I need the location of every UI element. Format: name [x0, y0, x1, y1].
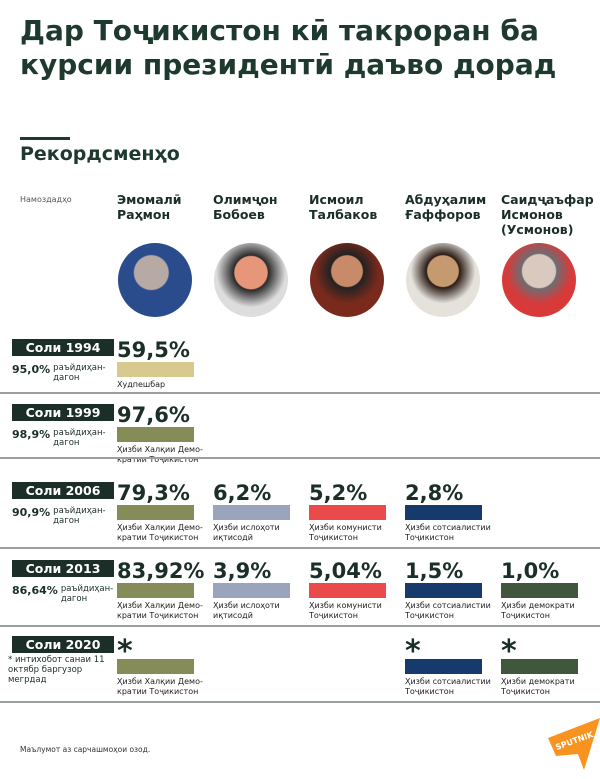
turnout-label: раъйдиҳан-дагон: [53, 506, 106, 526]
page-title: Дар Тоҷикистон кӣ такроран ба курсии пре…: [20, 14, 557, 81]
year-badge: Соли 2020: [12, 636, 114, 653]
result-value: 59,5%: [117, 338, 190, 362]
turnout: 95,0% раъйдиҳан-дагон: [12, 363, 106, 383]
result-value: 1,5%: [405, 559, 464, 583]
candidate-name: Саидҷаъфар Исмонов (Усмонов): [501, 192, 594, 237]
party-label: Ҳизби демократи Тоҷикистон: [501, 677, 575, 696]
row-divider: [0, 392, 600, 394]
result-bar: [213, 505, 290, 520]
candidate-name: Олимҷон Бобоев: [213, 192, 278, 222]
turnout: 86,64% раъйдиҳан-дагон: [12, 584, 114, 604]
result-bar: [405, 583, 482, 598]
candidate-name: Исмоил Талбаков: [309, 192, 378, 222]
candidates-label: Намоздадҳо: [20, 195, 72, 204]
turnout-value: 98,9%: [12, 428, 51, 441]
turnout-label: раъйдиҳан-дагон: [53, 363, 106, 383]
turnout-value: 86,64%: [12, 584, 58, 597]
result-bar: [405, 505, 482, 520]
sputnik-logo: SPUTNIK: [548, 718, 600, 770]
result-value: 1,0%: [501, 559, 560, 583]
candidate-photo: [310, 243, 384, 317]
row-divider: [0, 457, 600, 459]
result-value: 5,04%: [309, 559, 382, 583]
row-divider: [0, 547, 600, 549]
party-label: Ҳизби сотсиалистии Тоҷикистон: [405, 677, 491, 696]
party-label: Ҳизби Халқии Демо-кратии Тоҷикистон: [117, 523, 203, 542]
result-bar: [117, 659, 194, 674]
year-badge: Соли 1994: [12, 339, 114, 356]
result-bar: [117, 505, 194, 520]
result-value: 5,2%: [309, 481, 368, 505]
result-value: 83,92%: [117, 559, 205, 583]
source-note: Маълумот аз сарчашмоҳои озод.: [20, 745, 151, 754]
result-value: 3,9%: [213, 559, 272, 583]
turnout-label: раъйдиҳан-дагон: [60, 584, 114, 604]
party-label: Ҳизби Халқии Демо-кратии Тоҷикистон: [117, 601, 203, 620]
party-label: Худпешбар: [117, 380, 166, 389]
year-badge: Соли 2013: [12, 560, 114, 577]
result-value: 6,2%: [213, 481, 272, 505]
candidate-name: Эмомалӣ Раҳмон: [117, 192, 182, 222]
result-bar: [117, 362, 194, 377]
candidate-photo: [214, 243, 288, 317]
candidate-name: Абдуҳалим Ғаффоров: [405, 192, 487, 222]
party-label: Ҳизби ислоҳоти иқтисодӣ: [213, 523, 280, 542]
result-value: 79,3%: [117, 481, 190, 505]
party-label: Ҳизби сотсиалистии Тоҷикистон: [405, 601, 491, 620]
year-badge: Соли 1999: [12, 404, 114, 421]
row-divider: [0, 701, 600, 703]
result-value: 2,8%: [405, 481, 464, 505]
result-bar: [309, 583, 386, 598]
turnout: 90,9% раъйдиҳан-дагон: [12, 506, 106, 526]
party-label: Ҳизби Халқии Демо-кратии Тоҷикистон: [117, 677, 203, 696]
party-label: Ҳизби комунисти Тоҷикистон: [309, 601, 382, 620]
result-bar: [117, 427, 194, 442]
party-label: Ҳизби сотсиалистии Тоҷикистон: [405, 523, 491, 542]
turnout-value: 90,9%: [12, 506, 51, 519]
party-label: Ҳизби ислоҳоти иқтисодӣ: [213, 601, 280, 620]
result-bar: [501, 583, 578, 598]
turnout: 98,9% раъйдиҳан-дагон: [12, 428, 106, 448]
election-note: * интихобот санаи 11 октябр баргузор мег…: [8, 655, 105, 685]
party-label: Ҳизби Халқии Демо-кратии Тоҷикистон: [117, 445, 203, 464]
candidate-photo: [406, 243, 480, 317]
subtitle: Рекордсменҳо: [20, 143, 180, 165]
result-value: 97,6%: [117, 403, 190, 427]
result-bar: [309, 505, 386, 520]
party-label: Ҳизби комунисти Тоҷикистон: [309, 523, 382, 542]
candidate-photo: [502, 243, 576, 317]
party-label: Ҳизби демократи Тоҷикистон: [501, 601, 575, 620]
result-bar: [501, 659, 578, 674]
result-bar: [213, 583, 290, 598]
result-bar: [117, 583, 194, 598]
result-bar: [405, 659, 482, 674]
candidate-photo: [118, 243, 192, 317]
divider: [20, 137, 70, 140]
turnout-value: 95,0%: [12, 363, 51, 376]
turnout-label: раъйдиҳан-дагон: [53, 428, 106, 448]
year-badge: Соли 2006: [12, 482, 114, 499]
row-divider: [0, 625, 600, 627]
